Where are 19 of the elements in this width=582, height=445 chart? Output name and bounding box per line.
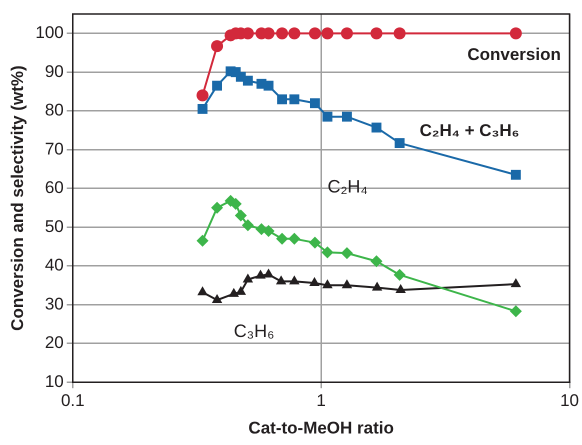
x-axis-title: Cat-to-MeOH ratio xyxy=(248,418,394,438)
x-tick-label: 0.1 xyxy=(60,391,85,410)
series-label: Conversion xyxy=(467,45,561,64)
text: C₂H₄ xyxy=(327,176,368,196)
y-tick-label: 10 xyxy=(44,372,64,391)
y-tick-label: 90 xyxy=(44,62,64,81)
x-tick-label: 1 xyxy=(316,391,326,410)
y-tick-label: 80 xyxy=(44,100,64,120)
y-tick-label: 40 xyxy=(44,256,64,275)
y-tick-label: 70 xyxy=(44,139,64,158)
y-tick-label: 50 xyxy=(44,216,64,236)
series-label: C₃H₆ xyxy=(234,320,274,341)
y-tick-label: 30 xyxy=(44,294,64,314)
series-label: C₂H₄ + C₃H₆ xyxy=(420,120,520,140)
y-tick-label: 20 xyxy=(44,333,64,352)
y-axis-title: Conversion and selectivity (wt%) xyxy=(8,65,27,331)
y-tick-label: 100 xyxy=(35,23,64,42)
x-tick-label: 10 xyxy=(560,391,580,410)
y-tick-label: 60 xyxy=(44,178,64,198)
